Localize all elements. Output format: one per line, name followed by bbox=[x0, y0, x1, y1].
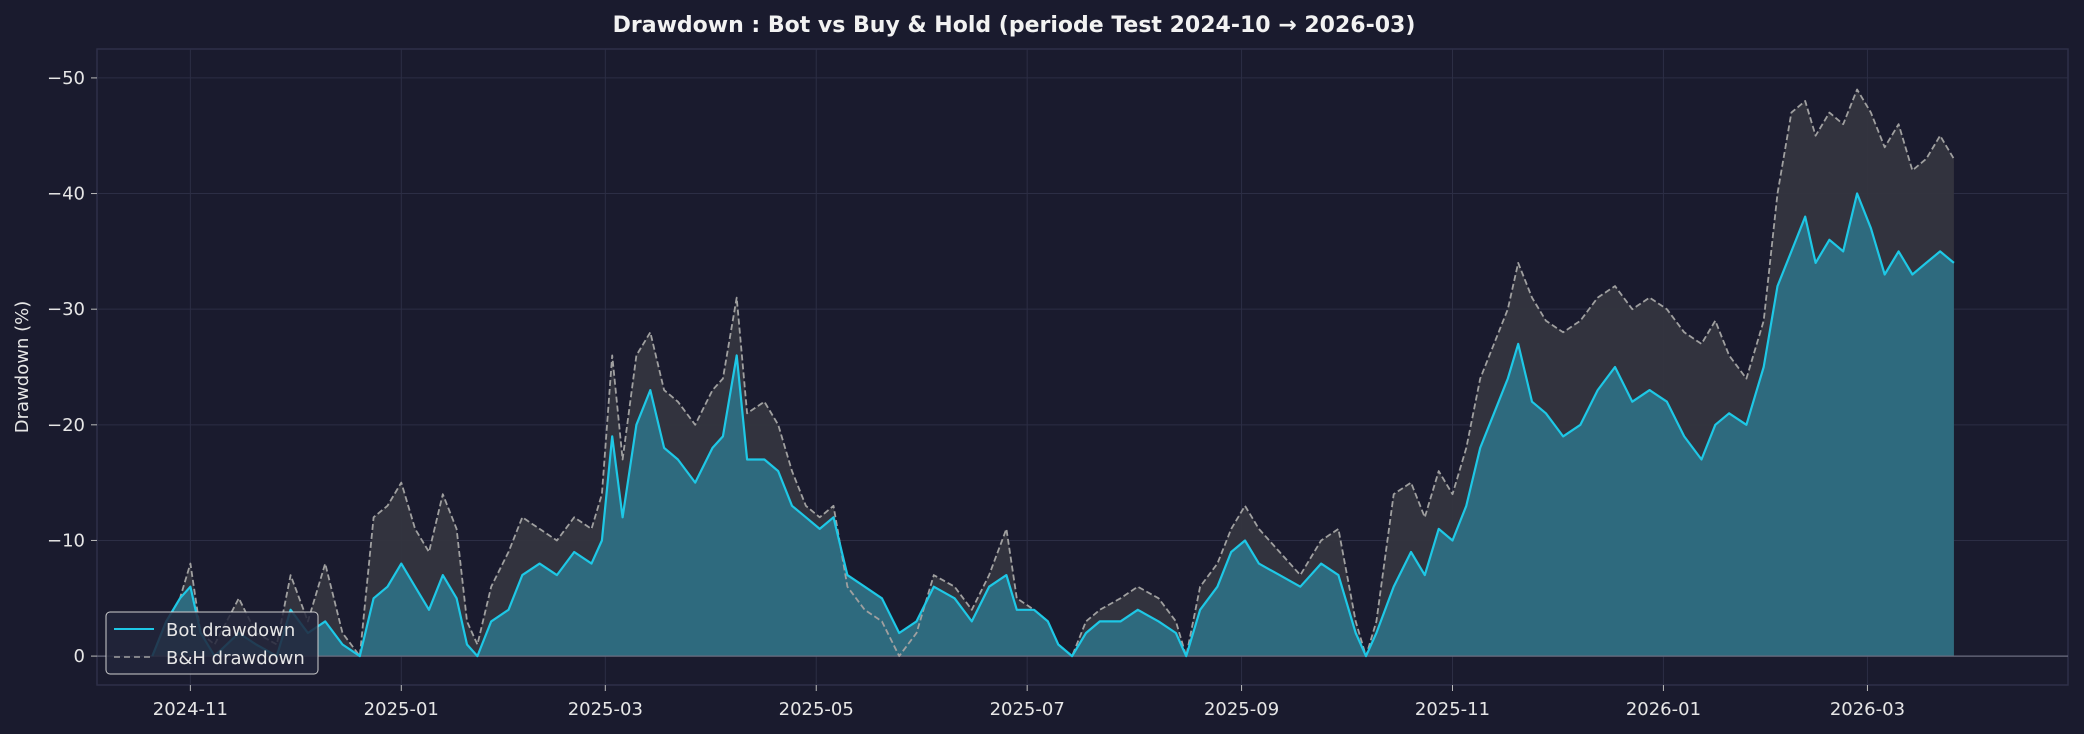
y-axis-label: Drawdown (%) bbox=[12, 301, 33, 433]
x-tick-label: 2026-03 bbox=[1830, 699, 1905, 720]
legend: Bot drawdown B&H drawdown bbox=[105, 611, 319, 675]
legend-label-bot: Bot drawdown bbox=[166, 620, 295, 641]
y-tick-label: −40 bbox=[47, 184, 85, 205]
y-tick-label: −30 bbox=[47, 299, 85, 320]
x-tick-label: 2025-03 bbox=[568, 699, 643, 720]
y-axis-ticks: 0 −10 −20 −30 −40 −50 bbox=[47, 68, 97, 667]
x-tick-label: 2025-11 bbox=[1415, 699, 1490, 720]
x-axis-ticks: 2024-11 2025-01 2025-03 2025-05 2025-07 2025-… bbox=[153, 685, 1905, 720]
x-tick-label: 2025-01 bbox=[364, 699, 439, 720]
x-tick-label: 2025-05 bbox=[779, 699, 854, 720]
legend-box bbox=[105, 611, 319, 675]
y-tick-label: −20 bbox=[47, 415, 85, 436]
x-tick-label: 2026-01 bbox=[1626, 699, 1701, 720]
y-tick-label: 0 bbox=[74, 646, 85, 667]
x-tick-label: 2025-07 bbox=[990, 699, 1065, 720]
x-tick-label: 2025-09 bbox=[1204, 699, 1279, 720]
bh-drawdown-line bbox=[151, 88, 1955, 657]
x-tick-label: 2024-11 bbox=[153, 699, 228, 720]
y-tick-label: −10 bbox=[47, 530, 85, 551]
chart-title: Drawdown : Bot vs Buy & Hold (periode Te… bbox=[613, 13, 1416, 38]
drawdown-lines bbox=[151, 88, 1955, 658]
y-tick-label: −50 bbox=[47, 68, 85, 89]
legend-label-bh: B&H drawdown bbox=[166, 648, 305, 669]
bot-drawdown-line bbox=[151, 192, 1955, 658]
